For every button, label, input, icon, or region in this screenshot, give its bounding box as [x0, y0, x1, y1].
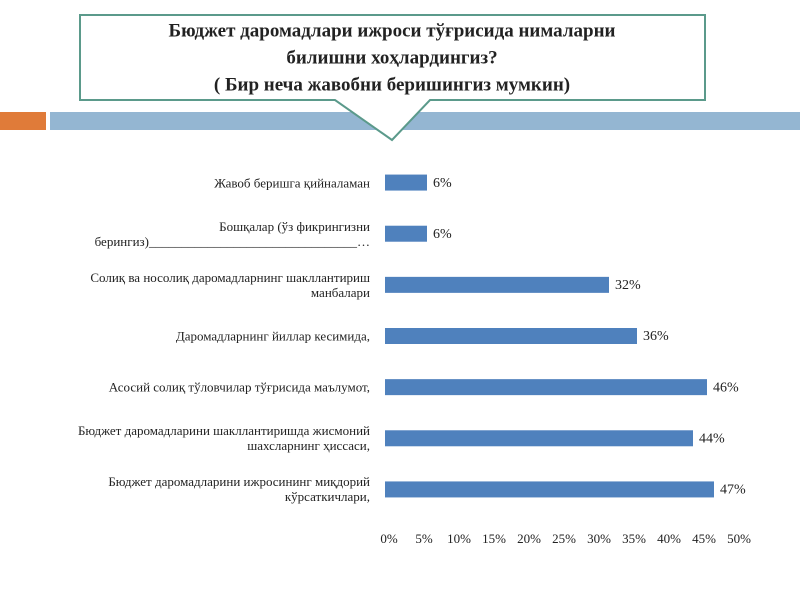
bar	[385, 430, 693, 447]
x-tick-label: 20%	[517, 531, 541, 546]
category-label: Бюджет даромадларини ижросининг миқдорий…	[108, 474, 370, 505]
x-tick-label: 10%	[447, 531, 471, 546]
data-label: 36%	[643, 329, 669, 344]
x-tick-label: 5%	[415, 531, 433, 546]
bar	[385, 481, 714, 498]
x-tick-label: 40%	[657, 531, 681, 546]
x-tick-label: 0%	[380, 531, 398, 546]
x-tick-label: 45%	[692, 531, 716, 546]
x-tick-label: 25%	[552, 531, 576, 546]
data-label: 46%	[713, 380, 739, 395]
category-label: Асосий солиқ тўловчилар тўғрисида маълум…	[108, 379, 370, 395]
category-label: Жавоб беришга қийналаман	[214, 175, 370, 191]
accent-orange	[0, 112, 46, 130]
title-line: билишни хоҳлардингиз?	[286, 47, 497, 68]
accent-blue	[50, 112, 800, 130]
bar	[385, 379, 707, 396]
category-label: Бошқалар (ўз фикрингизни берингиз)______…	[94, 218, 370, 249]
x-tick-label: 15%	[482, 531, 506, 546]
data-label: 47%	[720, 483, 746, 498]
category-label: Солиқ ва носолиқ даромадларнинг шакллант…	[90, 269, 370, 300]
data-label: 6%	[433, 176, 452, 191]
x-tick-label: 30%	[587, 531, 611, 546]
data-label: 44%	[699, 432, 725, 447]
bar	[385, 328, 637, 344]
category-label: Бюджет даромадларини шакллантиришда жисм…	[77, 423, 370, 454]
data-label: 32%	[615, 278, 641, 293]
x-tick-label: 50%	[727, 531, 751, 546]
category-label: Даромадларнинг йиллар кесимида,	[175, 328, 370, 344]
x-tick-label: 35%	[622, 531, 646, 546]
bar	[385, 225, 427, 242]
bar	[385, 276, 609, 293]
title-line: Бюджет даромадлари ижроси тўғрисида нима…	[169, 20, 616, 41]
data-label: 6%	[433, 227, 452, 242]
bar	[385, 174, 427, 191]
title-line: ( Бир неча жавобни беришингиз мумкин)	[214, 74, 570, 95]
callout-box	[79, 14, 706, 142]
